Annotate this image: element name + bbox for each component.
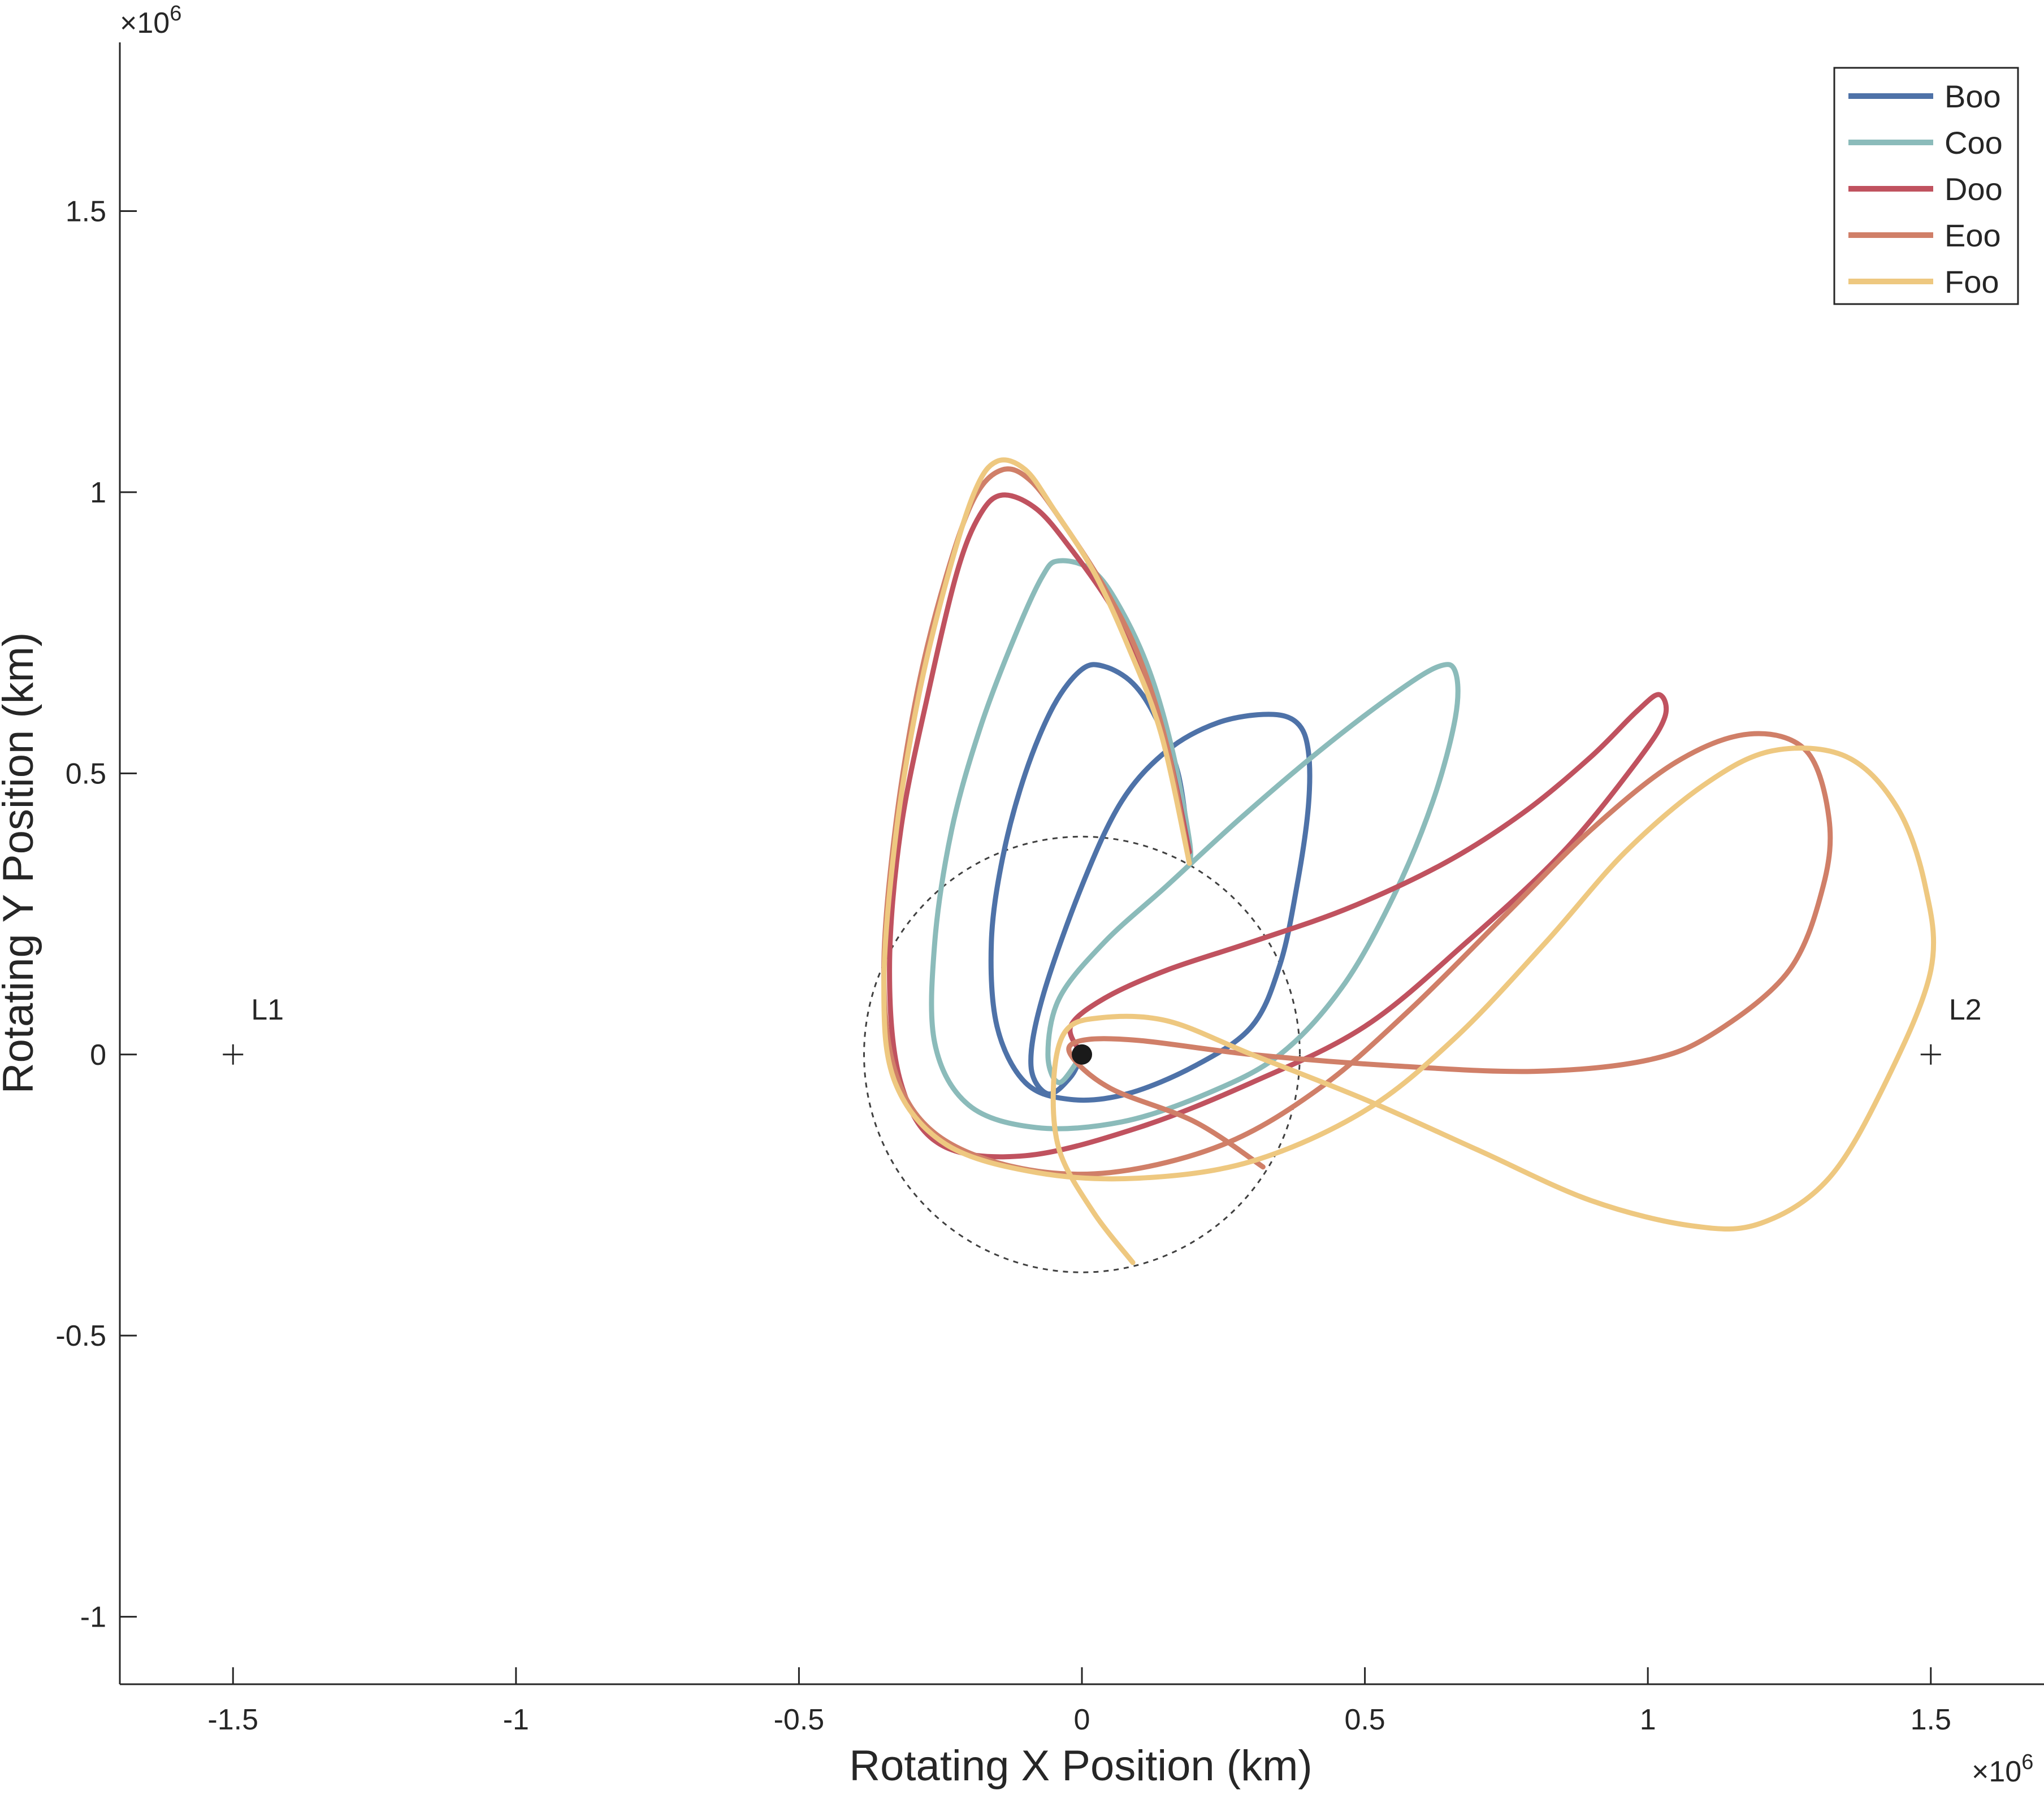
x-tick-label: -0.5 <box>774 1703 825 1736</box>
series-line-foo <box>881 457 1937 1265</box>
y-tick-label: -0.5 <box>55 1320 106 1352</box>
sphere-of-influence-circle <box>863 835 1301 1273</box>
y-axis-exponent: ×106 <box>120 2 181 40</box>
legend-label-eoo: Eoo <box>1945 218 2001 253</box>
x-tick-label: -1.5 <box>207 1703 258 1736</box>
y-tick-label: 0 <box>90 1039 106 1072</box>
x-tick-label: 0.5 <box>1344 1703 1385 1736</box>
trajectories <box>881 457 1937 1265</box>
y-tick-label: 1 <box>90 476 106 509</box>
series-line-coo <box>929 558 1461 1131</box>
x-tick-label: 0 <box>1074 1703 1090 1736</box>
x-tick-label: 1 <box>1640 1703 1656 1736</box>
legend-label-coo: Coo <box>1945 125 2003 161</box>
series-line-doo <box>887 492 1669 1160</box>
legend: Boo Coo Doo Eoo Foo <box>1833 67 2019 305</box>
y-tick-label: -1 <box>80 1601 106 1634</box>
legend-label-doo: Doo <box>1945 171 2003 207</box>
marker-label-l1: L1 <box>251 994 284 1026</box>
y-tick-label: 0.5 <box>66 757 106 790</box>
y-ticks: -1 -0.5 0 0.5 1 1.5 <box>55 195 137 1634</box>
center-body-marker <box>1072 1044 1092 1065</box>
y-tick-label: 1.5 <box>66 195 106 228</box>
x-tick-label: 1.5 <box>1911 1703 1951 1736</box>
x-ticks: -1.5 -1 -0.5 0 0.5 1 1.5 <box>207 1667 1951 1736</box>
lagrange-markers: L1 L2 <box>223 994 1982 1065</box>
legend-label-foo: Foo <box>1945 264 1999 300</box>
x-axis-title: Rotating X Position (km) <box>849 1742 1312 1790</box>
x-tick-label: -1 <box>503 1703 529 1736</box>
axes <box>119 42 2044 1685</box>
marker-label-l2: L2 <box>1949 994 1982 1026</box>
x-axis-exponent: ×106 <box>1972 1750 2033 1788</box>
legend-label-boo: Boo <box>1945 79 2001 114</box>
series-line-boo <box>988 662 1313 1103</box>
series-line-eoo <box>881 466 1833 1177</box>
y-axis-title: Rotating Y Position (km) <box>0 632 42 1094</box>
